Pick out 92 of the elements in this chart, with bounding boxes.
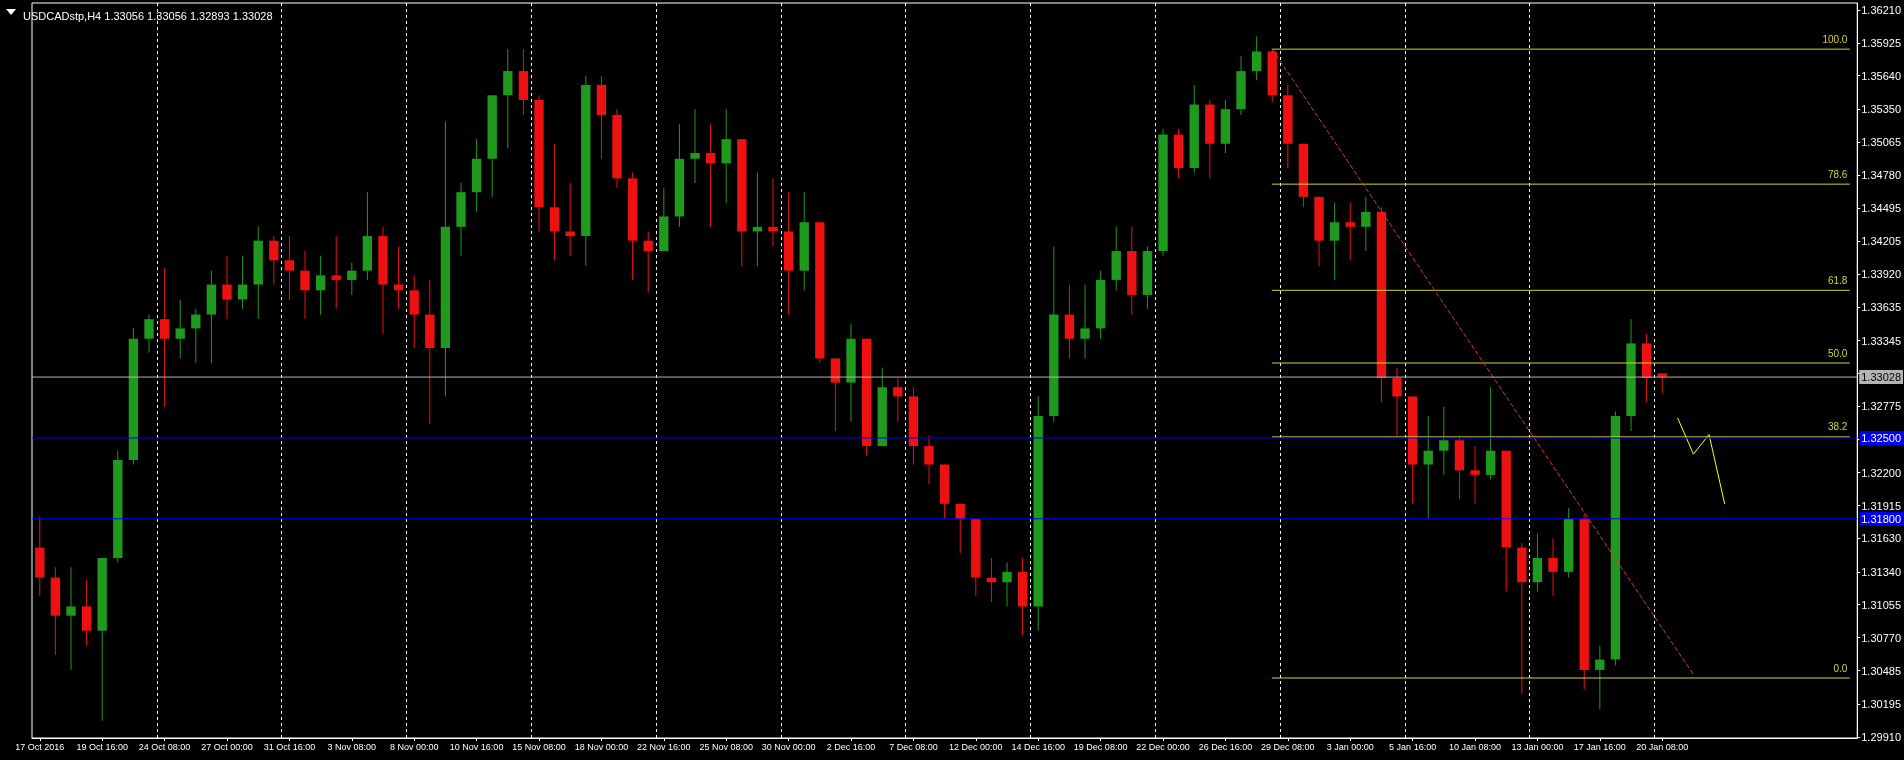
candlestick [565,182,575,257]
y-tick-label: 1.35350 [1861,103,1901,116]
x-tick-label: 30 Nov 00:00 [761,741,816,752]
x-tick-label: 3 Nov 08:00 [327,741,377,752]
candlestick [1329,202,1340,281]
x-tick-label: 17 Jan 16:00 [1573,741,1626,752]
y-tick-label: 1.31340 [1861,565,1901,578]
line-series [1677,417,1726,505]
x-tick-label: 3 Jan 00:00 [1326,741,1374,752]
x-tick-label: 15 Nov 08:00 [512,741,566,752]
x-tick-label: 10 Nov 16:00 [449,741,504,752]
x-tick-label: 29 Dec 08:00 [1261,741,1315,752]
candlestick [955,503,965,554]
ref-line-label: 1.32500 [1861,432,1901,444]
candlestick [66,566,76,671]
candlestick [284,235,295,301]
candlestick [893,377,903,423]
x-tick-label: 5 Jan 16:00 [1389,741,1437,752]
y-tick-label: 1.33920 [1861,268,1901,281]
x-tick-label: 25 Nov 08:00 [699,741,753,752]
x-tick-label: 22 Nov 16:00 [637,741,691,752]
x-tick-label: 19 Oct 16:00 [76,741,128,752]
x-tick-label: 13 Jan 00:00 [1511,741,1564,752]
candlestick [331,235,341,310]
x-tick-label: 8 Nov 00:00 [389,741,439,752]
x-tick-label: 7 Dec 08:00 [889,741,938,752]
candlestick [237,255,248,310]
y-tick-label: 1.31055 [1861,598,1901,611]
series-label: 100.0 [1822,33,1848,45]
x-tick-label: 31 Oct 16:00 [263,741,316,752]
y-tick-label: 1.32775 [1861,400,1901,413]
y-tick-label: 1.30770 [1861,631,1901,644]
candlestick [1595,645,1605,710]
series-label: 0.0 [1833,662,1848,674]
y-tick-label: 1.33345 [1861,334,1901,347]
candlestick [1439,406,1449,476]
text: USDCADstp,H4 1.33056 1.33056 1.32893 1.33028 [23,9,273,22]
series-label: 61.8 [1827,274,1848,286]
x-tick-label: 2 Dec 16:00 [826,741,876,752]
candlestick [1361,196,1371,252]
y-tick-label: 1.36210 [1861,3,1901,16]
x-tick-label: 12 Dec 00:00 [949,741,1003,752]
candlestick [924,435,934,485]
series-label: 38.2 [1827,421,1848,433]
y-tick-label: 1.35640 [1861,69,1901,82]
candlestick [175,299,185,359]
candlestick [347,262,357,296]
x-tick-label: 20 Jan 08:00 [1636,741,1689,752]
x-tick-label: 22 Dec 00:00 [1136,741,1190,752]
candlestick [222,255,232,320]
x-tick-label: 18 Nov 00:00 [574,741,629,752]
candlestick [690,108,700,184]
x-tick-label: 26 Dec 16:00 [1198,741,1253,752]
y-tick-label: 1.31915 [1861,499,1901,512]
x-tick-label: 19 Dec 08:00 [1073,741,1128,752]
series-label: 78.6 [1827,168,1848,180]
candlestick [191,308,201,364]
x-tick-label: 24 Oct 08:00 [138,741,191,752]
candlestick [269,235,279,286]
candlestick [768,177,778,247]
y-tick-label: 1.32200 [1861,466,1901,479]
candlestick [1080,284,1090,359]
x-tick-label: 10 Jan 08:00 [1449,741,1502,752]
y-tick-label: 1.30195 [1861,697,1901,710]
candlestick [1423,415,1433,520]
y-tick-label: 1.35925 [1861,36,1901,49]
y-tick-label: 1.34205 [1861,235,1901,248]
candlestick [1548,537,1558,597]
candlestick [315,255,326,316]
y-tick-label: 1.30485 [1861,664,1901,677]
y-tick-label: 1.35065 [1861,136,1901,149]
x-tick-label: 14 Dec 16:00 [1011,741,1065,752]
candlestick [1251,35,1262,81]
ref-line-label: 1.33028 [1861,371,1901,384]
y-tick-label: 1.34780 [1861,168,1901,181]
y-tick-label: 1.31630 [1861,532,1901,545]
candlestick [705,123,716,228]
candlestick [1345,202,1355,261]
series-label: 50.0 [1827,347,1848,359]
candlestick [300,250,310,320]
ref-line-label: 1.31800 [1861,512,1901,525]
candlestick [1392,367,1402,437]
candlestick [643,230,653,294]
y-tick-label: 1.34495 [1861,201,1901,214]
candlestick [144,314,154,354]
candlestick [1002,562,1012,607]
x-tick-label: 17 Oct 2016 [15,741,65,752]
x-tick-label: 27 Oct 00:00 [201,741,253,752]
candlestick [1470,445,1480,505]
y-tick-label: 1.33635 [1861,301,1901,314]
candlestick [159,267,170,408]
y-tick-label: 1.29910 [1861,730,1901,743]
